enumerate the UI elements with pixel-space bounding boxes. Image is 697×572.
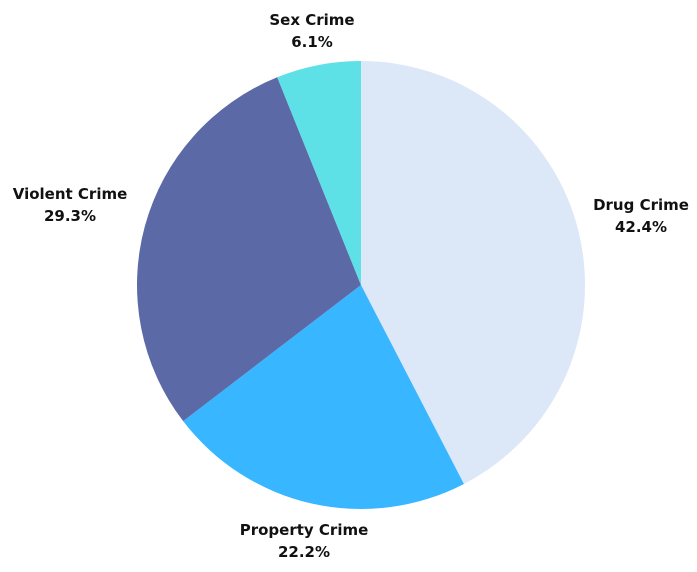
slice-label-drug-crime: Drug Crime <box>593 196 689 214</box>
slice-label-sex-crime: Sex Crime <box>269 11 354 29</box>
pie-labels: Drug Crime 42.4% Property Crime 22.2% Violen… <box>13 11 689 561</box>
slice-value-violent-crime: 29.3% <box>44 207 96 225</box>
slice-label-property-crime: Property Crime <box>240 521 369 539</box>
pie-slice-sex-crime <box>277 61 361 285</box>
pie-slice-property-crime <box>183 285 464 509</box>
pie-slice-violent-crime <box>136 77 361 422</box>
slice-value-sex-crime: 6.1% <box>291 33 333 51</box>
pie-slices <box>136 61 585 509</box>
slice-label-violent-crime: Violent Crime <box>13 185 128 203</box>
pie-slice-drug-crime <box>361 61 585 484</box>
slice-value-property-crime: 22.2% <box>278 543 330 561</box>
slice-value-drug-crime: 42.4% <box>615 218 667 236</box>
